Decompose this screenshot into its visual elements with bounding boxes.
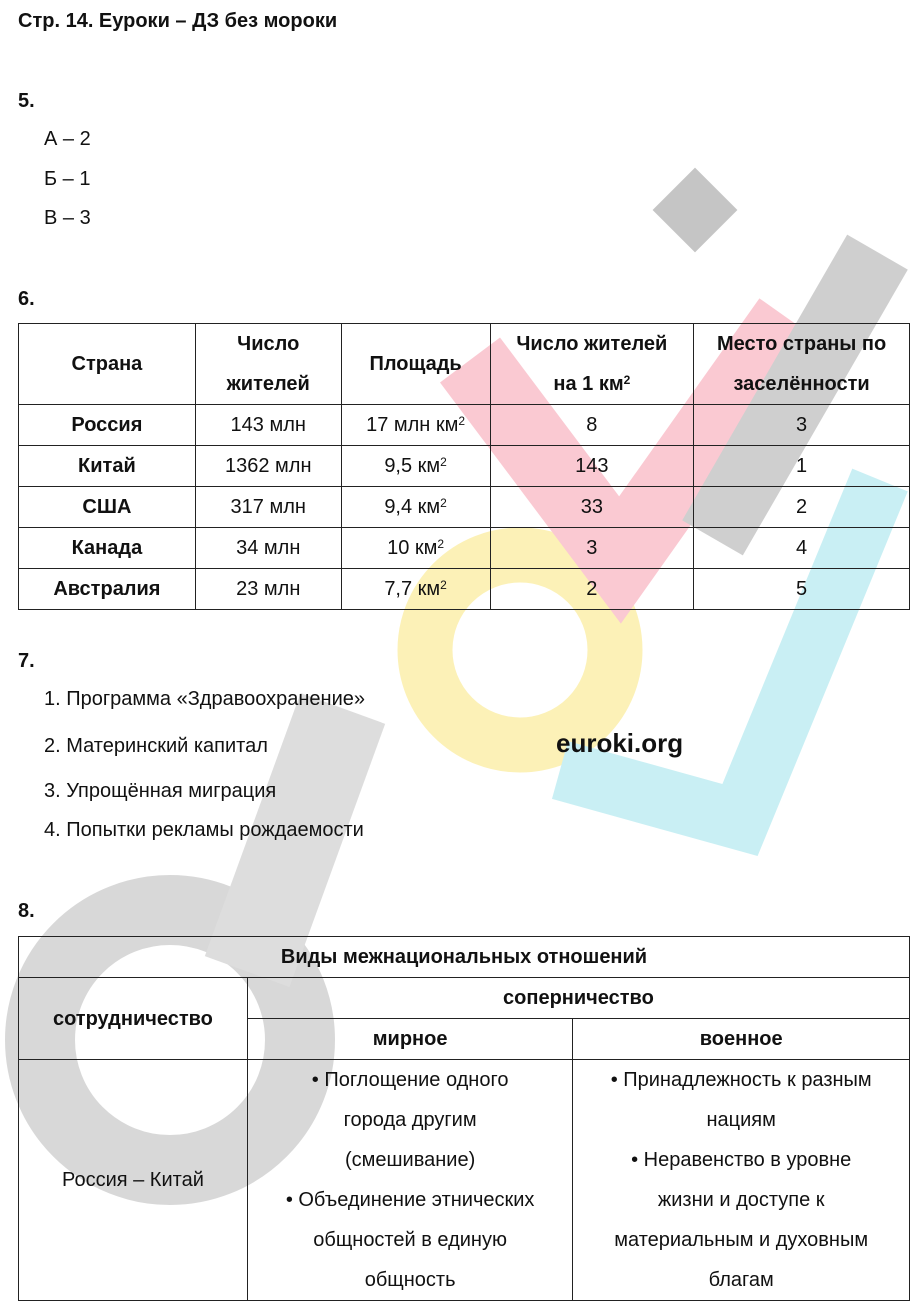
- task5-item: Б – 1: [44, 168, 91, 190]
- peaceful-line: общность: [364, 1269, 456, 1291]
- cell-area: 17 млн км2: [340, 404, 491, 446]
- task5-item: В – 3: [44, 207, 91, 229]
- cooperation-value: Россия – Китай: [18, 1059, 248, 1301]
- table-row: Канада 34 млн 10 км2 3 4: [18, 527, 910, 569]
- cell-country: Австралия: [18, 568, 196, 610]
- cell-density: 143: [489, 445, 695, 487]
- peaceful-cell: • Поглощение одного города другим (смешива…: [246, 1059, 574, 1301]
- header-cooperation: сотрудничество: [18, 977, 248, 1060]
- military-line: нациям: [706, 1109, 776, 1131]
- cell-country: Россия: [18, 404, 196, 446]
- cell-country: США: [18, 486, 196, 528]
- task5-item: А – 2: [44, 128, 91, 150]
- cell-area: 7,7 км2: [340, 568, 491, 610]
- cell-population: 23 млн: [194, 568, 342, 610]
- relations-title: Виды межнациональных отношений: [18, 936, 910, 978]
- table-header-row: Страна Число жителей Площадь Число жителе…: [18, 323, 910, 405]
- page-title: Стр. 14. Еуроки – ДЗ без мороки: [18, 10, 338, 32]
- header-country: Страна: [18, 323, 196, 405]
- peaceful-line: общностей в единую: [313, 1229, 507, 1251]
- cell-density: 33: [489, 486, 695, 528]
- task7-number: 7.: [18, 650, 35, 672]
- military-line: жизни и доступе к: [657, 1189, 825, 1211]
- task5-number: 5.: [18, 90, 35, 112]
- header-population: Число жителей: [194, 323, 342, 405]
- task8-number: 8.: [18, 900, 35, 922]
- cell-rank: 2: [693, 486, 910, 528]
- cell-rank: 3: [693, 404, 910, 446]
- cell-area: 10 км2: [340, 527, 491, 569]
- cell-country: Китай: [18, 445, 196, 487]
- cell-density: 8: [489, 404, 695, 446]
- peaceful-line: • Объединение этнических: [285, 1189, 535, 1211]
- cell-area: 9,5 км2: [340, 445, 491, 487]
- table-row: Россия 143 млн 17 млн км2 8 3: [18, 404, 910, 446]
- military-cell: • Принадлежность к разным нациям • Неравен…: [572, 1059, 910, 1301]
- table-row: Китай 1362 млн 9,5 км2 143 1: [18, 445, 910, 487]
- cell-density: 2: [489, 568, 695, 610]
- header-density: Число жителей на 1 км2: [489, 323, 695, 405]
- table-row: Австралия 23 млн 7,7 км2 2 5: [18, 568, 910, 610]
- task7-item: 4. Попытки рекламы рождаемости: [44, 819, 364, 841]
- cell-population: 34 млн: [194, 527, 342, 569]
- military-line: • Неравенство в уровне: [631, 1149, 852, 1171]
- military-line: благам: [708, 1269, 774, 1291]
- relations-table: Виды межнациональных отношений сотруднич…: [18, 936, 911, 1301]
- task7-item: 2. Материнский капитал: [44, 735, 268, 757]
- cell-rank: 1: [693, 445, 910, 487]
- cell-population: 143 млн: [194, 404, 342, 446]
- cell-population: 317 млн: [194, 486, 342, 528]
- header-rivalry: соперничество: [246, 977, 911, 1019]
- cell-area: 9,4 км2: [340, 486, 491, 528]
- header-military: военное: [572, 1018, 910, 1060]
- cell-rank: 4: [693, 527, 910, 569]
- watermark-site: euroki.org: [556, 728, 684, 758]
- cell-density: 3: [489, 527, 695, 569]
- peaceful-line: (смешивание): [344, 1149, 476, 1171]
- peaceful-line: города другим: [343, 1109, 477, 1131]
- military-line: материальным и духовным: [614, 1229, 869, 1251]
- task6-number: 6.: [18, 288, 35, 310]
- task7-item: 3. Упрощённая миграция: [44, 780, 277, 802]
- cell-rank: 5: [693, 568, 910, 610]
- density-table: Страна Число жителей Площадь Число жителе…: [18, 323, 910, 610]
- header-rank: Место страны по заселённости: [693, 323, 910, 405]
- task7-item: 1. Программа «Здравоохранение»: [44, 688, 365, 710]
- header-area: Площадь: [340, 323, 491, 405]
- header-peaceful: мирное: [246, 1018, 574, 1060]
- peaceful-line: • Поглощение одного: [311, 1069, 509, 1091]
- table-row: США 317 млн 9,4 км2 33 2: [18, 486, 910, 528]
- cell-country: Канада: [18, 527, 196, 569]
- cell-population: 1362 млн: [194, 445, 342, 487]
- military-line: • Принадлежность к разным: [610, 1069, 872, 1091]
